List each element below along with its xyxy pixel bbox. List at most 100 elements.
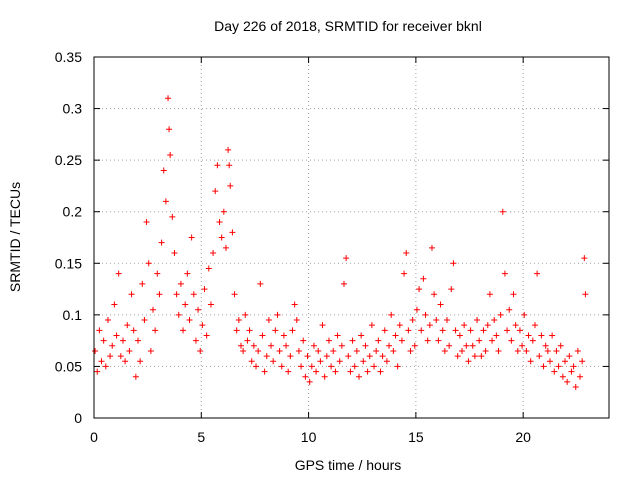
data-point [128,291,135,298]
x-axis-label: GPS time / hours [295,457,402,473]
data-point [463,342,470,349]
data-point [478,353,485,360]
data-point [306,378,313,385]
data-point [115,270,122,277]
data-point [102,363,109,370]
data-point [166,126,173,133]
data-point [143,219,150,226]
data-point [431,291,438,298]
data-point [158,239,165,246]
data-point [154,270,161,277]
data-point [150,306,157,313]
data-point [351,363,358,370]
data-point [577,373,584,380]
data-point [559,373,566,380]
data-point [259,332,266,339]
data-point [461,322,468,329]
data-point [330,347,337,354]
data-point [104,317,111,324]
data-point [304,353,311,360]
data-point [536,353,543,360]
data-point [216,219,223,226]
data-point [506,306,513,313]
y-tick-label: 0.35 [55,49,82,65]
data-point [375,337,382,344]
data-point [549,332,556,339]
data-point [542,342,549,349]
data-point [270,358,277,365]
data-point [582,291,589,298]
data-point [519,342,526,349]
data-point [315,347,322,354]
data-point [233,327,240,334]
data-point [469,342,476,349]
data-point [516,327,523,334]
data-point [162,198,169,205]
data-point [100,337,107,344]
data-point [579,358,586,365]
data-point [319,322,326,329]
data-point [422,311,429,318]
data-point [218,234,225,241]
data-point [356,373,363,380]
data-point [574,347,581,354]
x-tick-label: 15 [408,429,424,445]
y-tick-label: 0.25 [55,152,82,168]
data-point [476,337,483,344]
data-point [117,353,124,360]
data-point [124,322,131,329]
data-point [482,347,489,354]
data-point [403,249,410,256]
data-point [156,291,163,298]
data-point [137,358,144,365]
y-tick-label: 0.2 [63,204,83,220]
data-point [371,363,378,370]
data-point [226,162,233,169]
data-point [553,347,560,354]
data-point [289,327,296,334]
data-point [109,342,116,349]
data-point [229,229,236,236]
data-point [184,270,191,277]
data-point [426,322,433,329]
data-point [253,363,260,370]
data-point [514,347,521,354]
data-point [195,306,202,313]
data-point [501,270,508,277]
data-point [302,373,309,380]
data-point [551,368,558,375]
x-tick-label: 20 [515,429,531,445]
data-point [495,347,502,354]
data-point [497,311,504,318]
data-point [437,301,444,308]
data-point [456,332,463,339]
data-point [572,384,579,391]
data-point [182,301,189,308]
data-point [538,332,545,339]
data-point [459,347,466,354]
data-point [512,322,519,329]
data-point [525,332,532,339]
data-point [261,368,268,375]
x-tick-label: 0 [90,429,98,445]
data-point [203,332,210,339]
data-point [504,327,511,334]
data-point [383,358,390,365]
data-point [165,95,172,102]
data-point [265,317,272,324]
y-tick-label: 0.15 [55,255,82,271]
data-point [381,327,388,334]
data-point [349,337,356,344]
data-point [205,265,212,272]
data-point [242,311,249,318]
data-points [92,95,589,391]
data-point [317,358,324,365]
data-point [562,358,569,365]
data-point [145,260,152,267]
data-point [171,249,178,256]
data-point [484,322,491,329]
data-point [420,275,427,282]
data-point [285,368,292,375]
data-point [366,353,373,360]
